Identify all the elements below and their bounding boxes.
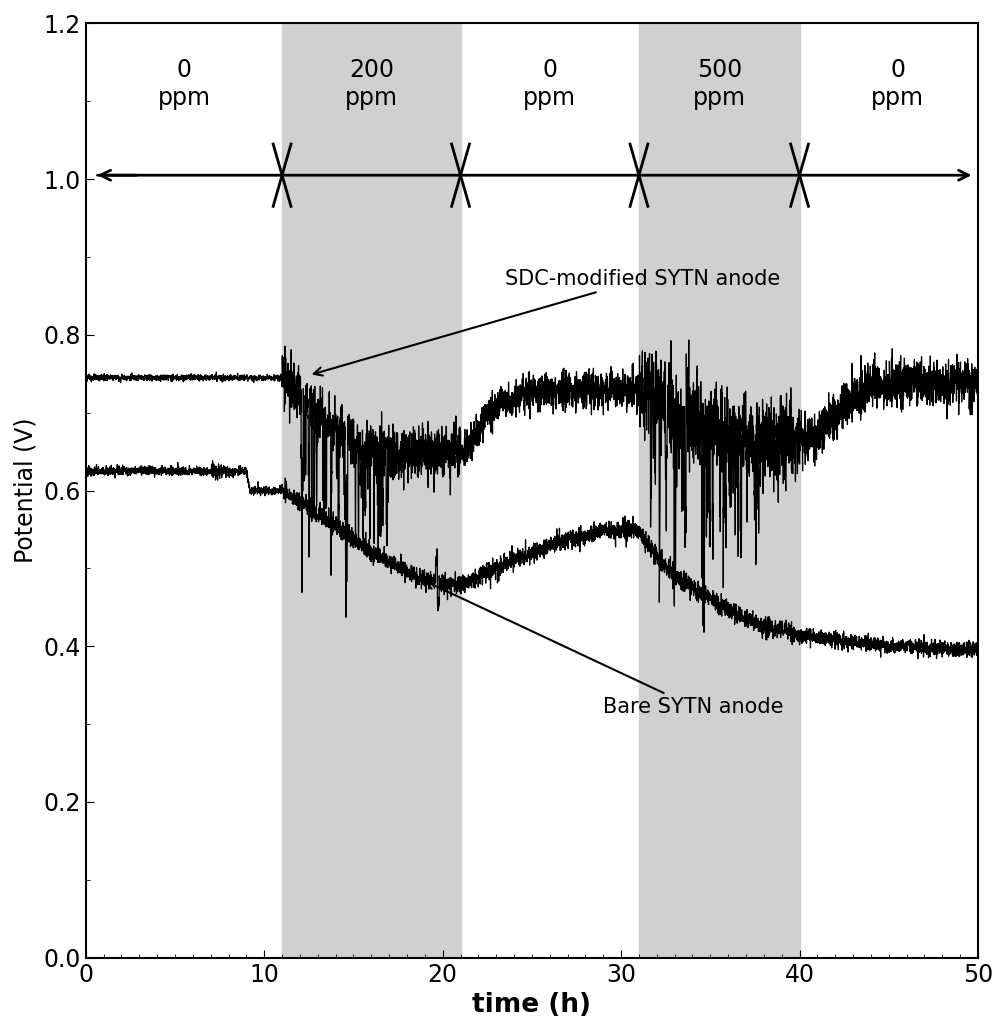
Y-axis label: Potential (V): Potential (V) <box>14 418 38 563</box>
Bar <box>282 24 460 958</box>
Text: 0
ppm: 0 ppm <box>871 59 924 110</box>
Text: 200
ppm: 200 ppm <box>344 59 398 110</box>
Text: 0
ppm: 0 ppm <box>157 59 210 110</box>
Text: 500
ppm: 500 ppm <box>693 59 746 110</box>
X-axis label: time (h): time (h) <box>472 992 591 1019</box>
Text: 0
ppm: 0 ppm <box>524 59 576 110</box>
Text: Bare SYTN anode: Bare SYTN anode <box>426 581 783 717</box>
Bar <box>639 24 800 958</box>
Text: SDC-modified SYTN anode: SDC-modified SYTN anode <box>314 268 780 376</box>
